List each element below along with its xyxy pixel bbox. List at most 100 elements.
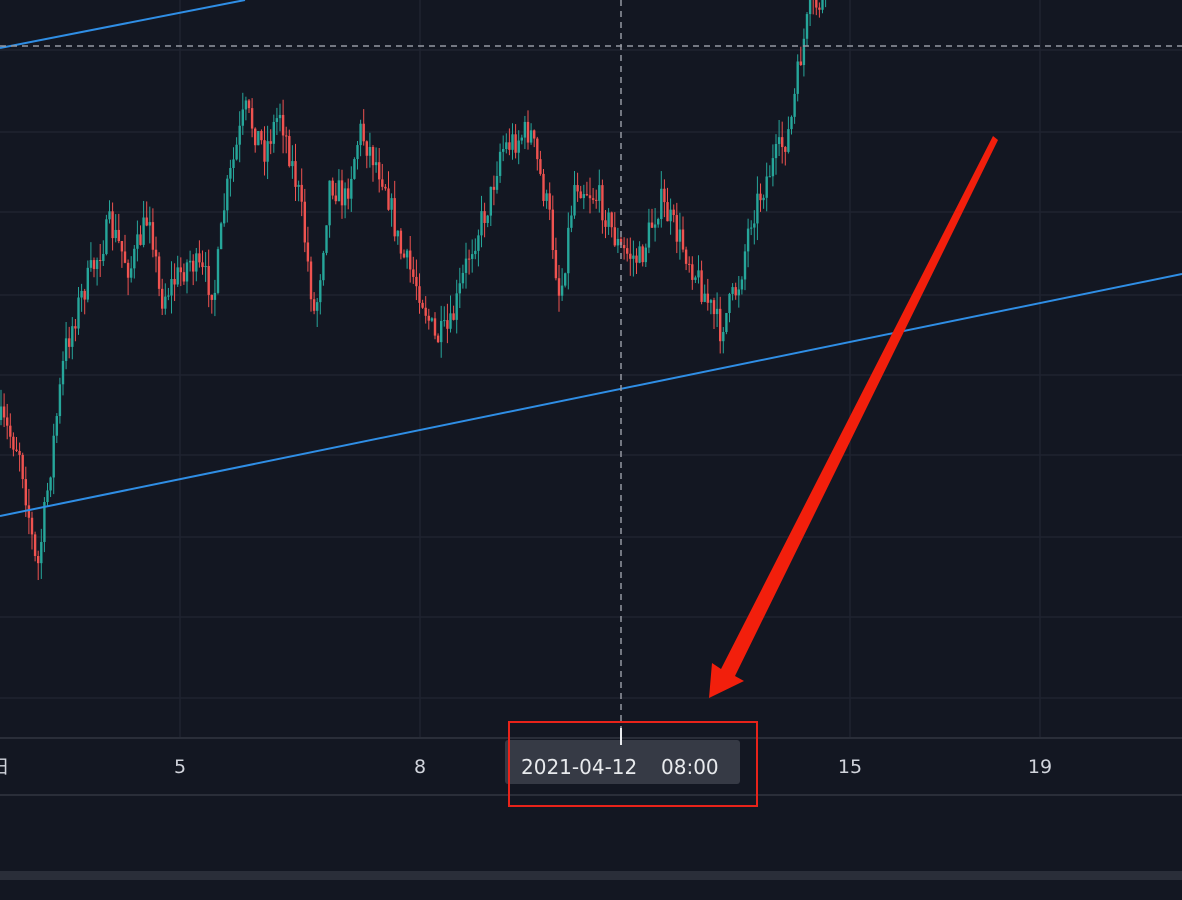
candle-body	[495, 175, 499, 190]
candle-body	[595, 199, 598, 201]
candle-body	[533, 130, 536, 139]
candle-body	[139, 234, 142, 245]
candle-body	[700, 270, 703, 302]
candle-body	[238, 125, 241, 145]
candle-body	[446, 320, 449, 329]
candle-body	[306, 242, 310, 262]
candle-body	[715, 308, 719, 315]
candle-body	[622, 245, 626, 249]
candle-body	[374, 162, 378, 166]
candle-body	[746, 228, 750, 252]
candle-body	[387, 188, 390, 210]
candle-body	[557, 278, 561, 296]
candle-body	[368, 147, 372, 156]
candle-body	[55, 416, 58, 436]
candle-body	[24, 479, 27, 506]
candle-body	[266, 141, 269, 162]
candle-body	[805, 14, 809, 39]
candle-body	[195, 253, 198, 272]
candle-body	[539, 159, 542, 174]
candle-body	[381, 179, 384, 187]
crosshair-label-box	[505, 740, 740, 784]
candle-body	[564, 273, 567, 286]
candle-body	[319, 280, 322, 303]
candle-body	[312, 299, 316, 311]
candle-body	[294, 161, 297, 187]
candle-body	[157, 256, 161, 289]
candle-body	[151, 222, 155, 250]
candle-body	[61, 360, 65, 385]
candle-body	[328, 180, 331, 226]
candle-body	[207, 265, 210, 295]
candle-body	[95, 260, 99, 269]
candle-body	[582, 194, 585, 199]
candle-body	[610, 212, 613, 228]
candle-body	[647, 222, 651, 248]
candle-body	[458, 283, 461, 294]
candle-body	[517, 140, 520, 153]
candle-body	[756, 193, 759, 224]
candle-body	[514, 134, 517, 153]
candle-body	[285, 135, 288, 137]
candle-body	[616, 238, 620, 246]
candle-body	[2, 406, 6, 418]
candle-body	[126, 262, 130, 278]
candle-body	[684, 249, 688, 264]
candle-body	[334, 195, 337, 202]
candle-body	[133, 248, 136, 269]
candle-body	[657, 219, 660, 225]
candle-body	[58, 384, 62, 417]
candle-body	[405, 250, 409, 258]
crosshair-date: 2021-04-12	[521, 755, 637, 779]
candle-body	[33, 534, 37, 556]
x-tick-label: 19	[1028, 756, 1052, 778]
candle-body	[666, 202, 669, 222]
candle-body	[343, 188, 347, 206]
candle-body	[709, 300, 713, 303]
grid	[0, 0, 1182, 738]
trend-line	[0, 273, 1182, 517]
candle-body	[288, 136, 291, 167]
candle-body	[356, 145, 359, 160]
candle-body	[226, 178, 229, 211]
candle-body	[474, 250, 477, 255]
candle-body	[213, 292, 217, 300]
candle-body	[433, 318, 437, 336]
candle-body	[796, 61, 799, 94]
candle-body	[703, 293, 706, 302]
candle-body	[449, 313, 452, 329]
candle-body	[291, 161, 294, 167]
candle-body	[86, 267, 89, 300]
candle-body	[626, 248, 629, 254]
candle-body	[591, 198, 595, 200]
candle-body	[130, 268, 133, 278]
candle-body	[21, 454, 24, 480]
candle-body	[663, 188, 666, 203]
candle-body	[560, 285, 564, 296]
candle-body	[309, 261, 313, 300]
candle-body	[303, 201, 306, 243]
candle-body	[161, 288, 164, 309]
candle-body	[415, 276, 418, 287]
candle-body	[254, 128, 257, 146]
scrollbar	[0, 871, 1182, 880]
candles	[0, 0, 827, 581]
candle-body	[436, 335, 440, 343]
candle-body	[145, 217, 148, 226]
candle-body	[173, 279, 176, 285]
candle-body	[523, 121, 527, 138]
candle-body	[455, 293, 458, 320]
candle-body	[71, 326, 74, 347]
candle-body	[316, 302, 319, 311]
candle-body	[802, 38, 806, 66]
candle-body	[257, 131, 260, 146]
candle-body	[182, 272, 186, 282]
candle-body	[275, 118, 279, 122]
candle-body	[567, 227, 570, 274]
candle-body	[281, 114, 285, 136]
candle-body	[111, 211, 114, 239]
candle-body	[440, 320, 443, 343]
candle-body	[0, 406, 3, 420]
candle-body	[728, 293, 731, 313]
candle-body	[6, 417, 9, 426]
